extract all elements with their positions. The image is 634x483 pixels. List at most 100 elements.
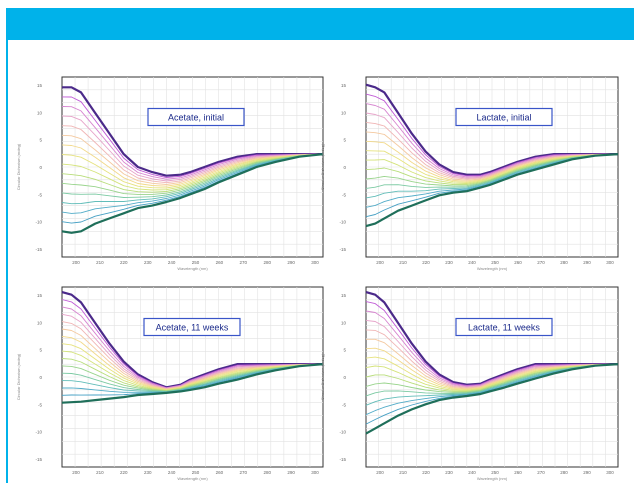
x-tick-label: 210 xyxy=(399,260,407,265)
x-tick-label: 290 xyxy=(583,470,591,475)
x-tick-label: 260 xyxy=(216,470,224,475)
spectrum-trace-16 xyxy=(365,153,619,228)
chart-panel-4: 15 10 5 0 -5 -10 -15 200 210 220 230 240 250 260 270 28… xyxy=(320,286,619,481)
spectrum-trace-1 xyxy=(62,86,323,177)
spectrum-trace-12 xyxy=(61,153,324,198)
annotation-label: Acetate, 11 weeks xyxy=(156,323,229,333)
x-tick-label: 200 xyxy=(72,470,80,475)
spectrum-trace-16 xyxy=(61,363,324,404)
x-tick-label: 250 xyxy=(491,470,499,475)
x-tick-label: 260 xyxy=(216,260,224,265)
x-tick-label: 220 xyxy=(422,260,430,265)
spectrum-trace-10 xyxy=(61,153,324,193)
spectrum-trace-3 xyxy=(365,310,619,387)
y-tick-label: 5 xyxy=(39,348,42,353)
x-tick-label: 280 xyxy=(560,470,568,475)
y-tick-label: 5 xyxy=(39,138,42,143)
y-tick-label: 15 xyxy=(37,293,43,298)
x-tick-label: 200 xyxy=(72,260,80,265)
spectrum-trace-16 xyxy=(365,363,619,435)
x-tick-label: 250 xyxy=(192,260,200,265)
x-tick-label: 280 xyxy=(263,260,271,265)
spectrum-trace-16 xyxy=(61,153,324,234)
x-tick-label: 260 xyxy=(514,470,522,475)
spectrum-trace-13 xyxy=(365,363,619,406)
spectrum-trace-8 xyxy=(365,150,619,183)
x-tick-label: 270 xyxy=(537,260,545,265)
spectrum-trace-1 xyxy=(365,291,618,386)
spectrum-trace-12 xyxy=(365,363,619,397)
spectrum-trace-13 xyxy=(61,153,324,205)
x-tick-label: 280 xyxy=(560,260,568,265)
spectrum-trace-1 xyxy=(365,83,618,176)
spectrum-trace-2 xyxy=(365,93,619,177)
x-tick-label: 300 xyxy=(606,470,614,475)
x-tick-label: 250 xyxy=(491,260,499,265)
x-tick-label: 220 xyxy=(422,470,430,475)
spectrum-trace-14 xyxy=(61,153,324,214)
x-axis-label: Wavelength (nm) xyxy=(177,266,208,271)
y-tick-label: -5 xyxy=(38,192,42,197)
y-tick-label: -10 xyxy=(339,430,346,435)
x-tick-label: 290 xyxy=(583,260,591,265)
y-tick-label: -15 xyxy=(35,457,42,462)
spectrum-trace-3 xyxy=(61,106,324,180)
y-axis-label: Circular Dichroism (mdeg) xyxy=(320,143,325,190)
y-axis-label: Circular Dichroism (mdeg) xyxy=(320,353,325,400)
spectrum-trace-6 xyxy=(61,134,324,185)
chart-panel-2: 15 10 5 0 -5 -10 -15 200 210 220 230 240 250 260 270 28… xyxy=(320,76,619,271)
y-tick-label: -10 xyxy=(35,430,42,435)
spectrum-trace-2 xyxy=(61,96,324,178)
spectrum-trace-7 xyxy=(365,347,619,390)
left-accent-rule xyxy=(6,40,8,483)
spectrum-trace-6 xyxy=(365,131,619,181)
x-axis-label: Wavelength (nm) xyxy=(177,476,208,481)
x-tick-label: 230 xyxy=(144,470,152,475)
x-tick-label: 210 xyxy=(96,260,104,265)
x-tick-label: 240 xyxy=(468,260,476,265)
spectrum-trace-7 xyxy=(365,140,619,182)
annotation-label: Acetate, initial xyxy=(168,113,224,123)
spectrum-trace-4 xyxy=(365,112,619,179)
header-bar xyxy=(6,8,634,40)
spectrum-trace-14 xyxy=(365,153,619,208)
x-tick-label: 270 xyxy=(240,470,248,475)
x-tick-label: 300 xyxy=(606,260,614,265)
y-tick-label: 10 xyxy=(341,110,347,115)
y-tick-label: -15 xyxy=(35,247,42,252)
spectrum-trace-9 xyxy=(365,153,619,184)
spectrum-trace-6 xyxy=(366,338,619,389)
x-tick-label: 270 xyxy=(240,260,248,265)
x-tick-label: 220 xyxy=(120,260,128,265)
spectrum-trace-5 xyxy=(365,121,619,180)
x-tick-label: 230 xyxy=(445,260,453,265)
x-tick-label: 240 xyxy=(168,260,176,265)
annotation-box xyxy=(143,317,241,337)
x-tick-label: 300 xyxy=(311,470,319,475)
spectrum-trace-4 xyxy=(61,115,324,182)
y-tick-label: -5 xyxy=(342,402,346,407)
y-tick-label: -15 xyxy=(339,247,346,252)
y-tick-label: -5 xyxy=(38,402,42,407)
y-tick-label: -15 xyxy=(339,457,346,462)
x-axis-label: Wavelength (nm) xyxy=(477,266,508,271)
y-tick-label: 15 xyxy=(37,83,43,88)
x-tick-label: 290 xyxy=(287,470,295,475)
spectrum-trace-11 xyxy=(365,153,619,187)
x-tick-label: 290 xyxy=(287,260,295,265)
spectrum-trace-5 xyxy=(365,329,619,389)
spectrum-trace-3 xyxy=(365,103,619,178)
spectrum-trace-10 xyxy=(365,153,619,186)
y-tick-label: 5 xyxy=(343,138,346,143)
y-tick-label: -5 xyxy=(342,192,346,197)
y-tick-label: 10 xyxy=(37,320,43,325)
annotation-box xyxy=(147,107,245,127)
x-tick-label: 230 xyxy=(144,260,152,265)
spectrum-trace-13 xyxy=(365,153,619,199)
spectrum-trace-12 xyxy=(365,153,619,189)
x-tick-label: 240 xyxy=(168,470,176,475)
y-tick-label: 0 xyxy=(39,375,42,380)
y-tick-label: 0 xyxy=(343,165,346,170)
annotation-box xyxy=(455,107,553,127)
spectrum-trace-9 xyxy=(61,153,324,191)
